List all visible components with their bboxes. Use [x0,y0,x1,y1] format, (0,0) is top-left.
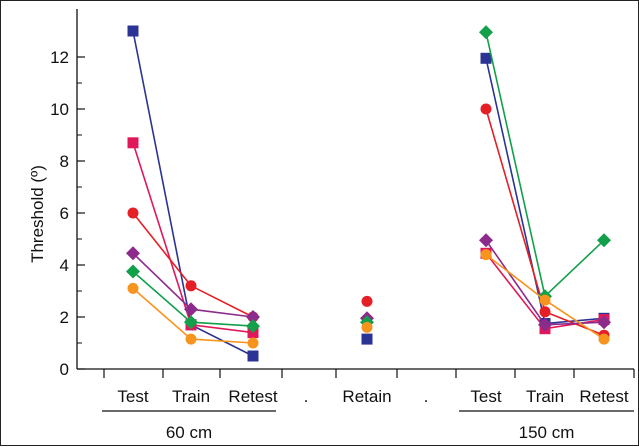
x-axis-ticks: Test Train Retest. Retain. Test Train Retest [103,369,635,406]
data-point-circle [598,333,610,345]
series-6 [127,249,610,349]
data-point-square [480,52,492,64]
x-category-label: Train [172,387,210,406]
y-tick-label: 10 [50,100,69,119]
data-point-circle [539,294,551,306]
y-tick-label: 2 [60,308,69,327]
series-4 [126,233,611,332]
data-point-circle [480,103,492,115]
y-tick-label: 6 [60,204,69,223]
x-category-label: Test [117,387,148,406]
series-3 [127,103,610,341]
group-label: 150 cm [519,423,575,442]
data-point-diamond [479,233,493,248]
data-point-circle [361,321,373,333]
data-point-square [127,25,139,37]
data-point-diamond [184,302,198,317]
data-point-circle [127,207,139,219]
data-point-circle [127,282,139,294]
data-point-circle [480,249,492,261]
series-layer [126,25,611,362]
data-point-circle [185,280,197,292]
x-category-label: Retain [342,387,391,406]
x-category-label: . [424,387,429,406]
group-label: 60 cm [166,423,212,442]
x-category-label: Test [470,387,501,406]
y-tick-label: 12 [50,48,69,67]
y-axis-label: Threshold (º) [28,165,47,263]
x-category-label: Train [526,387,564,406]
y-tick-label: 4 [60,256,69,275]
data-point-diamond [538,317,552,332]
data-point-diamond [597,233,611,248]
data-point-circle [247,337,259,349]
y-tick-label: 8 [60,152,69,171]
data-point-square [127,137,139,149]
data-point-square [361,333,373,345]
x-category-label: Retest [579,387,628,406]
data-point-diamond [479,25,493,40]
series-line [132,212,254,318]
series-line [485,32,605,298]
data-point-diamond [246,319,260,334]
x-category-label: Retest [228,387,277,406]
y-tick-label: 0 [60,360,69,379]
data-point-diamond [246,310,260,324]
data-point-circle [361,295,373,307]
data-point-diamond [126,264,140,279]
data-point-diamond [126,246,140,261]
x-axis-groups: 60 cm 150 cm [102,410,634,442]
series-line [485,58,605,325]
series-2 [127,137,610,339]
data-point-circle [539,306,551,318]
data-point-diamond [184,315,198,330]
axes [76,9,634,370]
data-point-diamond [597,315,611,330]
data-point-square [247,350,259,362]
x-category-label: . [304,387,309,406]
y-axis-ticks: 0 2 4 6 8 10 12 [50,48,85,379]
data-point-circle [185,333,197,345]
